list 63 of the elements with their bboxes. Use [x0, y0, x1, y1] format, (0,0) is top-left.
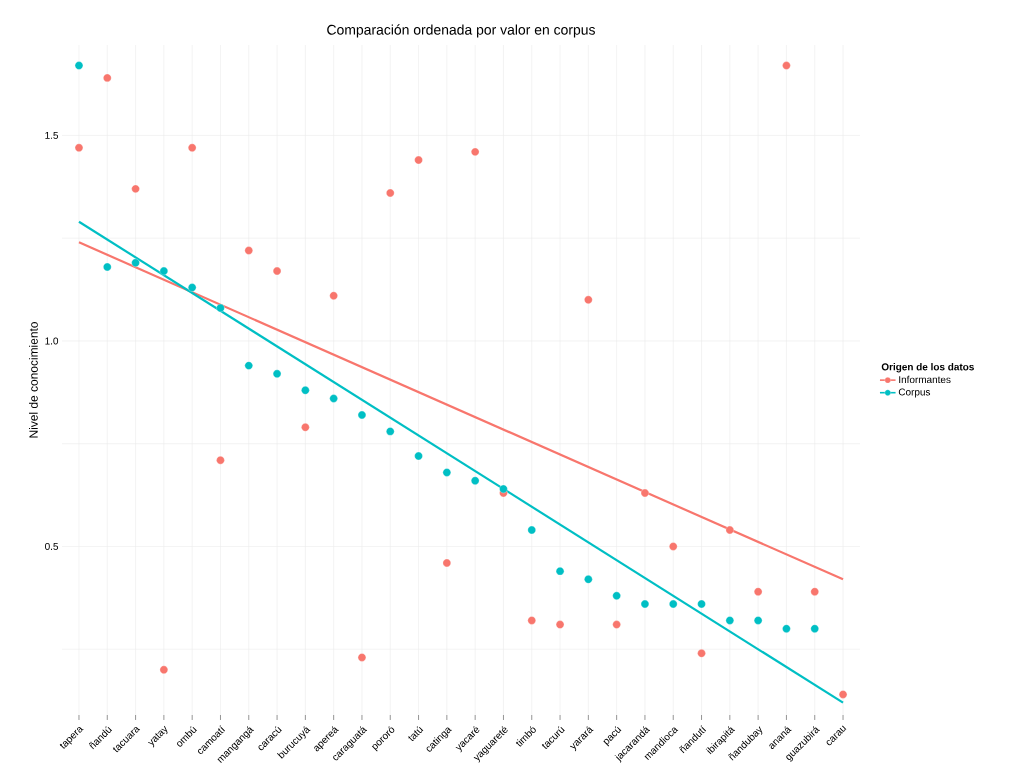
y-axis-title: Nivel de conocimiento — [29, 322, 38, 438]
point — [301, 386, 310, 395]
point — [301, 423, 310, 432]
point — [103, 73, 112, 83]
point — [329, 394, 338, 403]
legend-label: Informantes — [899, 375, 951, 384]
point — [131, 184, 140, 193]
point — [612, 620, 621, 629]
point — [357, 653, 367, 662]
point — [697, 649, 706, 658]
point — [555, 567, 565, 576]
point — [555, 620, 565, 629]
point — [357, 410, 367, 420]
point — [188, 143, 197, 152]
point — [244, 246, 253, 255]
point — [216, 303, 225, 313]
point — [74, 61, 84, 70]
point — [272, 266, 282, 276]
point — [329, 291, 338, 300]
y-tick-label: 0.5 — [45, 542, 59, 550]
point — [442, 558, 451, 568]
x-tick-label: tatú — [408, 725, 424, 742]
y-tick-label: 1.0 — [45, 337, 59, 345]
point — [584, 295, 593, 304]
point — [527, 616, 536, 625]
point — [725, 616, 734, 625]
point — [640, 488, 650, 498]
legend-title: Origen de los datos — [881, 363, 974, 373]
point — [272, 369, 282, 378]
point — [527, 525, 536, 535]
point — [782, 624, 791, 633]
point — [584, 575, 593, 584]
point — [159, 266, 169, 276]
point — [499, 484, 508, 494]
point — [386, 427, 395, 436]
point — [131, 258, 140, 267]
point — [414, 155, 423, 165]
point — [471, 147, 480, 156]
point — [838, 690, 848, 699]
point — [640, 599, 650, 609]
y-tick-label: 1.5 — [45, 131, 59, 139]
point — [159, 665, 169, 674]
point — [725, 525, 734, 535]
point — [810, 624, 819, 633]
point — [669, 542, 678, 551]
point — [103, 262, 112, 272]
point — [74, 143, 84, 152]
point — [782, 61, 791, 70]
point — [754, 587, 763, 596]
point — [216, 456, 225, 465]
point — [612, 591, 621, 600]
chart-title: Comparación ordenada por valor en corpus — [327, 24, 595, 38]
point — [442, 468, 451, 477]
point — [188, 283, 197, 292]
point — [414, 451, 423, 461]
point — [244, 361, 253, 370]
point — [810, 587, 819, 596]
point — [471, 476, 480, 485]
point — [386, 188, 395, 198]
legend-label: Corpus — [898, 388, 931, 398]
point — [754, 616, 763, 625]
point — [697, 599, 706, 609]
point — [669, 599, 678, 609]
